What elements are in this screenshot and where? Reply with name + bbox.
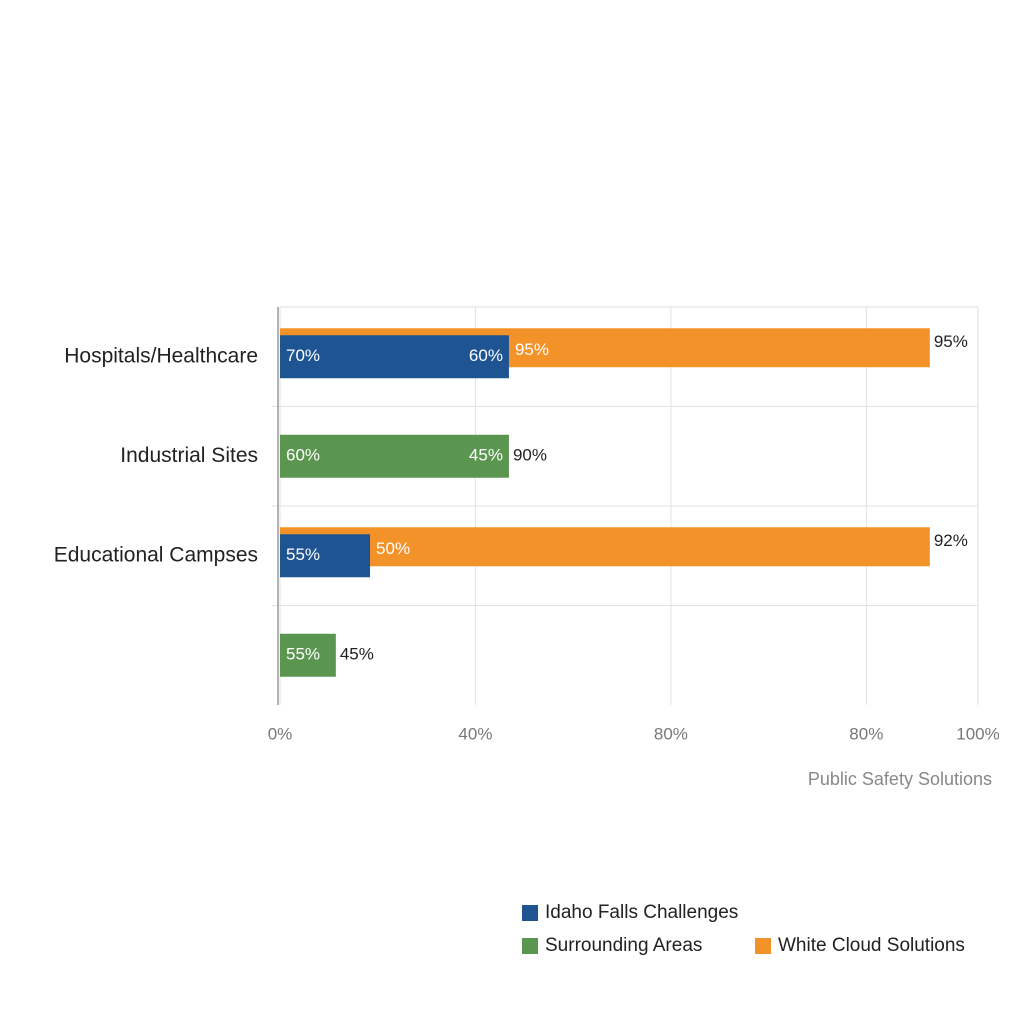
bar [280, 434, 509, 478]
bar-label: 70% [286, 346, 320, 365]
bar-end-label: 45% [340, 645, 374, 664]
x-tick-label: 80% [849, 724, 883, 743]
y-tick-label: Educational Campses [54, 543, 258, 566]
legend-swatch [522, 905, 538, 921]
bar-label: 50% [376, 539, 410, 558]
bar-label: 45% [469, 446, 503, 465]
legend-label: White Cloud Solutions [778, 935, 965, 956]
x-tick-label: 40% [458, 724, 492, 743]
bar-label: 55% [286, 645, 320, 664]
legend-label: Idaho Falls Challenges [545, 902, 738, 923]
legend-label: Surrounding Areas [545, 935, 702, 956]
legend-swatch [755, 938, 771, 954]
x-tick-label: 100% [956, 724, 999, 743]
x-tick-label: 80% [654, 724, 688, 743]
bar-end-label: 95% [934, 332, 968, 351]
bar [280, 527, 930, 567]
bar [280, 534, 371, 578]
bar [280, 335, 509, 379]
y-tick-label: Hospitals/Healthcare [64, 344, 258, 367]
bar [280, 633, 336, 677]
y-tick-label: Industrial Sites [120, 444, 258, 467]
bar-label: 60% [469, 346, 503, 365]
x-tick-label: 0% [268, 724, 293, 743]
x-axis-title: Public Safety Solutions [808, 769, 992, 789]
bar-end-label: 90% [513, 446, 547, 465]
bar-label: 55% [286, 545, 320, 564]
bar-label: 95% [515, 340, 549, 359]
bar-end-label: 92% [934, 531, 968, 550]
bar-label: 60% [286, 446, 320, 465]
legend-swatch [522, 938, 538, 954]
